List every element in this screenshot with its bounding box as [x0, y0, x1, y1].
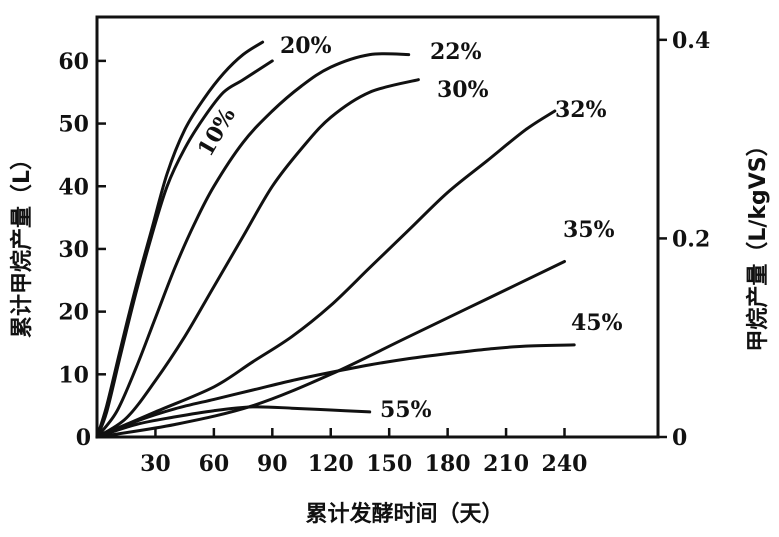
y-tick-label: 40 [58, 174, 89, 200]
y-tick-label: 30 [58, 237, 89, 263]
series-label-20: 20% [280, 33, 332, 59]
y-tick-label: 20 [58, 300, 89, 326]
series-label-10: 10% [193, 103, 241, 161]
plot-frame [95, 15, 660, 439]
x-tick-label: 180 [425, 451, 471, 477]
series-label-22: 22% [430, 39, 482, 65]
x-tick-label: 210 [483, 451, 529, 477]
x-tick-label: 60 [199, 451, 230, 477]
y2-tick-label: 0 [672, 425, 687, 451]
series-line-22 [95, 52, 411, 439]
series-line-10 [95, 59, 274, 439]
series-line-30 [95, 78, 420, 439]
series-label-55: 55% [380, 397, 432, 423]
series-label-45: 45% [571, 310, 623, 336]
x-tick-label: 120 [308, 451, 354, 477]
y2-tick-label: 0.4 [672, 28, 710, 54]
series-line-55 [95, 405, 372, 439]
series-label-30: 30% [437, 77, 489, 103]
series-line-35 [95, 260, 566, 439]
series-line-45 [95, 343, 576, 439]
x-tick-label: 0 [76, 425, 91, 451]
y-axis-title: 累计甲烷产量（L） [10, 147, 35, 339]
y-tick-label: 10 [58, 362, 89, 388]
series-line-32 [95, 109, 557, 439]
y-tick-label: 60 [58, 49, 89, 75]
y2-axis-title: 甲烷产量（L/kgVS） [746, 134, 771, 352]
y2-tick-label: 0.2 [672, 226, 710, 252]
series-line-20 [95, 40, 265, 439]
x-tick-label: 30 [140, 451, 171, 477]
series-label-32: 32% [555, 97, 607, 123]
x-tick-label: 90 [257, 451, 288, 477]
y-tick-label: 50 [58, 112, 89, 138]
x-tick-label: 240 [542, 451, 588, 477]
x-axis-title: 累计发酵时间（天） [305, 502, 504, 527]
x-tick-label: 150 [366, 451, 412, 477]
series-label-35: 35% [563, 217, 615, 243]
